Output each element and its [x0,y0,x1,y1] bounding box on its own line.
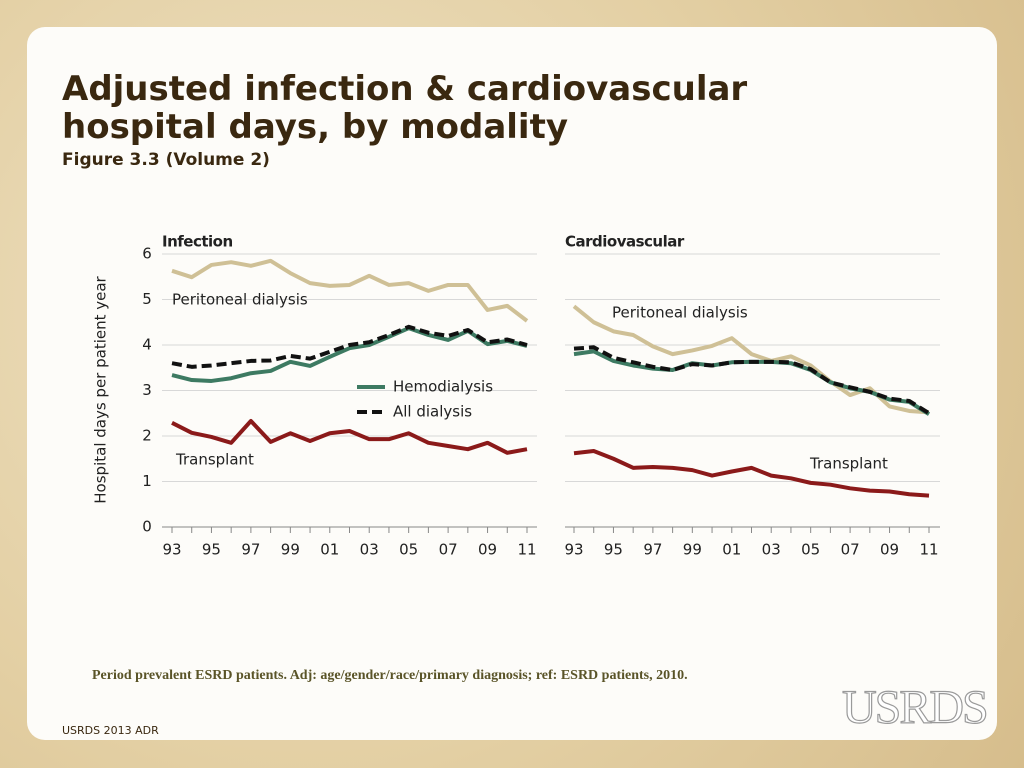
series-line [573,449,930,498]
legend-label: All dialysis [393,403,472,421]
series-label: Peritoneal dialysis [612,304,748,322]
legend-label: Hemodialysis [393,378,493,396]
logo: USRDS [841,680,989,734]
series-label: Transplant [809,455,888,473]
x-tick-label: 95 [202,541,221,559]
x-tick-label: 05 [399,541,418,559]
x-tick-label: 01 [722,541,741,559]
y-tick-label: 1 [142,472,152,490]
x-tick-label: 11 [919,541,938,559]
series-label: Transplant [175,451,254,469]
series-line [573,345,931,415]
x-tick-label: 03 [360,541,379,559]
series-line [171,324,528,369]
y-tick-label: 3 [142,381,152,399]
x-tick-label: 01 [320,541,339,559]
slide-title: Adjusted infection & cardiovascular hosp… [62,69,748,147]
y-tick-label: 6 [142,245,152,263]
slide-subtitle: Figure 3.3 (Volume 2) [62,150,270,170]
x-tick-label: 07 [841,541,860,559]
x-tick-label: 99 [281,541,300,559]
y-tick-label: 4 [142,336,152,354]
y-tick-label: 2 [142,427,152,445]
x-tick-label: 03 [762,541,781,559]
chart-title: Infection [162,233,233,251]
x-tick-label: 07 [439,541,458,559]
x-tick-label: 09 [478,541,497,559]
footnote: Period prevalent ESRD patients. Adj: age… [92,668,688,683]
series-label: Peritoneal dialysis [172,291,308,309]
x-tick-label: 99 [683,541,702,559]
series-line [171,326,528,383]
series-line [171,258,529,323]
footer: USRDS 2013 ADR [62,724,159,737]
y-tick-label: 5 [142,290,152,308]
x-tick-label: 97 [643,541,662,559]
x-tick-label: 09 [880,541,899,559]
x-tick-label: 97 [241,541,260,559]
x-tick-label: 93 [162,541,181,559]
x-tick-label: 05 [801,541,820,559]
x-tick-label: 95 [604,541,623,559]
series-line [171,418,528,455]
x-tick-label: 93 [564,541,583,559]
x-tick-label: 11 [517,541,536,559]
chart-title: Cardiovascular [565,233,685,251]
y-axis-label: Hospital days per patient year [92,275,110,503]
y-tick-label: 0 [142,518,152,536]
series-line [572,304,930,415]
